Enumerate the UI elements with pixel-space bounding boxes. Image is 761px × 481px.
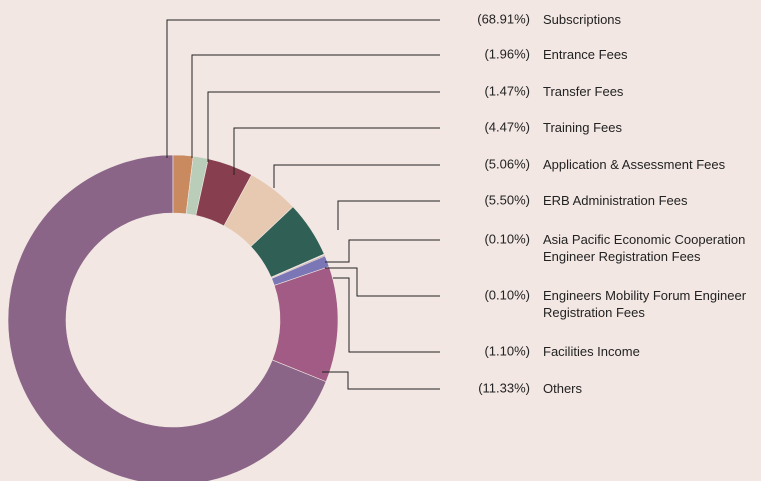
donut-slice [7,154,327,481]
value-label: (1.47%) [484,83,530,98]
category-label: Others [543,381,583,396]
leader-line [273,164,440,188]
value-label: (68.91%) [477,11,530,26]
category-label: Asia Pacific Economic Cooperation Engine… [543,232,746,264]
leader-line [166,19,440,158]
category-label: Transfer Fees [543,84,624,99]
value-label: (11.33%) [478,380,530,395]
donut-slice [271,266,339,382]
category-label: Facilities Income [543,344,640,359]
leader-line [322,371,440,390]
leader-line [325,267,440,297]
leader-line [207,91,440,162]
category-label: Subscriptions [543,12,622,27]
leader-line [337,200,440,230]
category-label: ERB Administration Fees [543,193,688,208]
category-label: Engineers Mobility Forum Engineer Regist… [543,288,747,320]
leader-line [191,54,440,158]
value-label: (0.10%) [484,287,530,302]
category-label: Application & Assessment Fees [543,157,726,172]
value-label: (5.50%) [484,192,530,207]
value-label: (1.10%) [484,343,530,358]
value-label: (5.06%) [484,156,530,171]
value-label: (0.10%) [484,231,530,246]
category-label: Training Fees [543,120,622,135]
leader-line [233,127,440,175]
value-label: (1.96%) [484,46,530,61]
leader-line [333,277,440,353]
value-label: (4.47%) [484,119,530,134]
leader-line [325,239,440,263]
category-label: Entrance Fees [543,47,628,62]
